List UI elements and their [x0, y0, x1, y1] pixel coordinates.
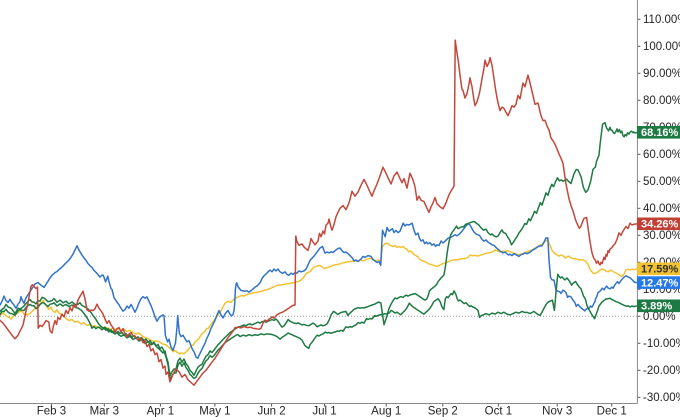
svg-text:Oct 1: Oct 1 [485, 406, 512, 417]
svg-text:100.00%: 100.00% [643, 41, 680, 53]
svg-text:110.00%: 110.00% [643, 14, 680, 26]
svg-text:Nov 3: Nov 3 [542, 406, 572, 417]
svg-text:Aug 1: Aug 1 [371, 406, 401, 417]
svg-text:50.00%: 50.00% [643, 176, 680, 188]
svg-text:Jun 2: Jun 2 [258, 406, 286, 417]
svg-text:0.00%: 0.00% [643, 311, 676, 323]
svg-text:3.89%: 3.89% [641, 301, 672, 313]
svg-text:17.59%: 17.59% [641, 264, 679, 276]
svg-text:40.00%: 40.00% [643, 203, 680, 215]
svg-text:80.00%: 80.00% [643, 95, 680, 107]
svg-text:Dec 1: Dec 1 [597, 406, 627, 417]
svg-text:90.00%: 90.00% [643, 68, 680, 80]
svg-text:30.00%: 30.00% [643, 230, 680, 242]
svg-text:12.47%: 12.47% [641, 277, 679, 289]
svg-text:Feb 3: Feb 3 [37, 406, 66, 417]
svg-text:Apr 1: Apr 1 [147, 406, 175, 417]
svg-text:Mar 3: Mar 3 [90, 406, 119, 417]
svg-text:Sep 2: Sep 2 [428, 406, 458, 417]
svg-text:May 1: May 1 [199, 406, 230, 417]
svg-text:-20.00%: -20.00% [643, 365, 680, 377]
svg-text:34.26%: 34.26% [641, 219, 679, 231]
svg-text:60.00%: 60.00% [643, 149, 680, 161]
svg-text:68.16%: 68.16% [641, 127, 679, 139]
svg-text:Jul 1: Jul 1 [312, 406, 336, 417]
svg-text:-30.00%: -30.00% [643, 392, 680, 404]
svg-text:-10.00%: -10.00% [643, 338, 680, 350]
